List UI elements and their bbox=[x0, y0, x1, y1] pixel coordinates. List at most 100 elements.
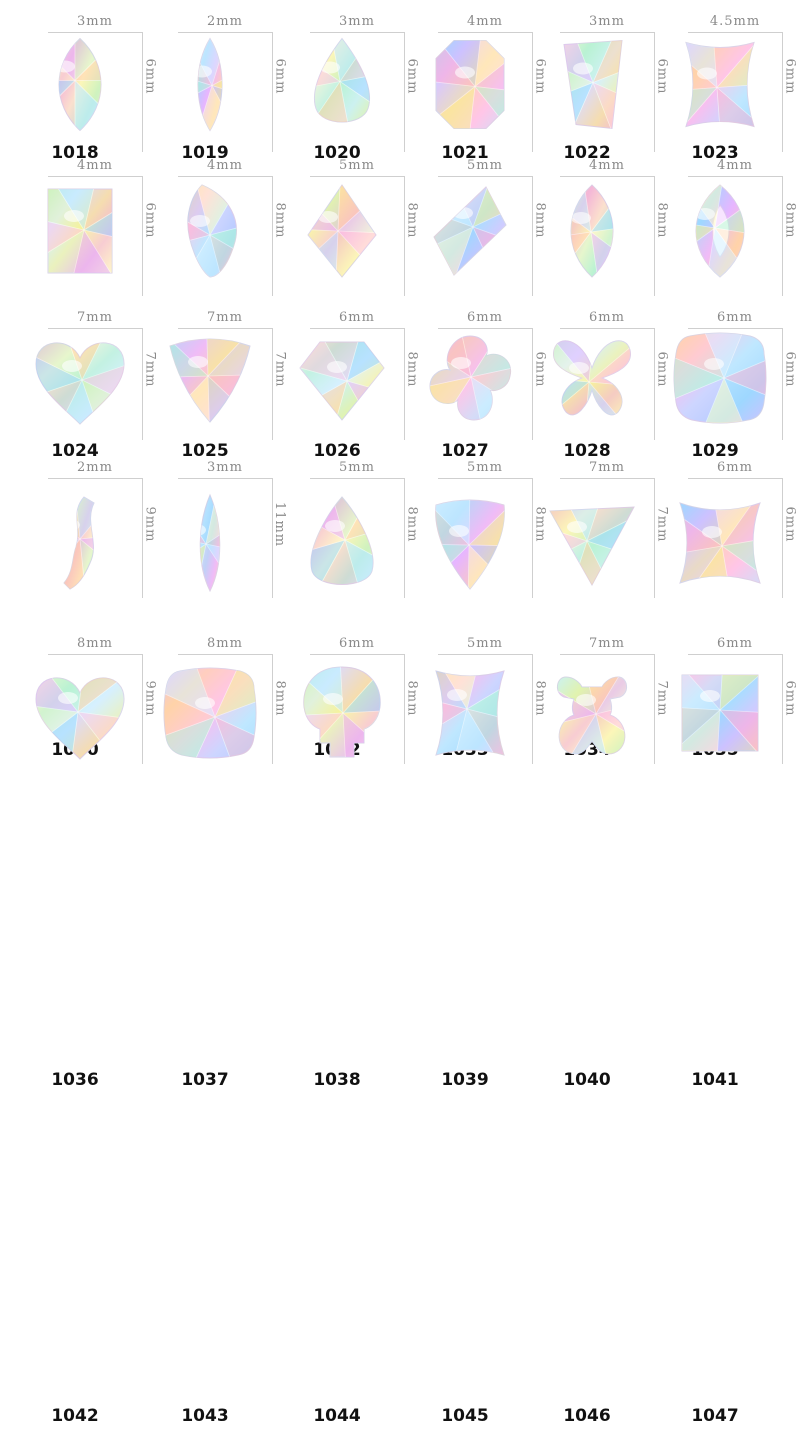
octagon-icon bbox=[435, 40, 505, 129]
height-dimension-line bbox=[654, 328, 655, 440]
product-code: 1029 bbox=[691, 441, 739, 461]
rhinestone-image bbox=[160, 654, 260, 776]
height-dimension-line bbox=[272, 176, 273, 296]
product-cell: 6mm6mm1035 bbox=[660, 310, 798, 764]
rhinestone-image bbox=[292, 32, 392, 141]
rhinestone-image bbox=[542, 32, 642, 141]
product-cell: 4mm 8mm 1025 bbox=[150, 158, 288, 465]
height-dimension-line bbox=[404, 478, 405, 598]
product-code: 1046 bbox=[563, 1406, 611, 1426]
width-label: 2mm bbox=[207, 14, 243, 29]
shield-icon bbox=[435, 499, 505, 590]
rhinestone-image bbox=[30, 654, 130, 776]
product-code: 1023 bbox=[691, 143, 739, 163]
navette-icon bbox=[197, 37, 223, 132]
product-code: 1024 bbox=[51, 441, 99, 461]
product-code: 1026 bbox=[313, 441, 361, 461]
flower-icon bbox=[429, 335, 512, 421]
flame-icon bbox=[187, 184, 237, 278]
width-dimension-line bbox=[560, 176, 654, 177]
width-dimension-line bbox=[310, 32, 404, 33]
width-label: 4mm bbox=[717, 158, 753, 173]
height-dimension-line bbox=[782, 328, 783, 440]
kite-icon bbox=[307, 184, 377, 278]
width-dimension-line bbox=[48, 478, 142, 479]
height-dimension-line bbox=[782, 478, 783, 598]
rhinestone-image bbox=[542, 654, 642, 776]
width-dimension-line bbox=[48, 328, 142, 329]
product-cell: 4mm 8mm 1029 bbox=[660, 158, 798, 465]
marquise-icon bbox=[570, 184, 614, 278]
rhinestone-image bbox=[30, 478, 130, 612]
width-label: 4mm bbox=[207, 158, 243, 173]
width-dimension-line bbox=[560, 478, 654, 479]
height-dimension-line bbox=[654, 32, 655, 152]
eye-icon bbox=[695, 184, 745, 278]
hourglass-icon bbox=[685, 41, 755, 128]
product-code: 1027 bbox=[441, 441, 489, 461]
width-dimension-line bbox=[178, 654, 272, 655]
height-dimension-line bbox=[782, 32, 783, 152]
product-cell: 5mm 8mm 1027 bbox=[410, 158, 548, 465]
height-dimension-line bbox=[532, 478, 533, 598]
width-label: 3mm bbox=[589, 14, 625, 29]
width-label: 6mm bbox=[339, 310, 375, 325]
rhinestone-image bbox=[160, 32, 260, 141]
width-dimension-line bbox=[688, 32, 782, 33]
height-dimension-line bbox=[404, 176, 405, 296]
rhinestone-image bbox=[670, 478, 770, 612]
rhinestone-image bbox=[160, 176, 260, 290]
width-dimension-line bbox=[438, 654, 532, 655]
product-code: 1028 bbox=[563, 441, 611, 461]
height-dimension-line bbox=[532, 176, 533, 296]
height-dimension-line bbox=[404, 654, 405, 764]
product-code: 1020 bbox=[313, 143, 361, 163]
rhinestone-image bbox=[292, 478, 392, 612]
rhinestone-image bbox=[420, 328, 520, 432]
height-label: 6mm bbox=[782, 58, 798, 94]
product-code: 1043 bbox=[181, 1406, 229, 1426]
product-cell: 3mm 6mm 1022 bbox=[532, 14, 670, 167]
heart-icon bbox=[35, 677, 125, 760]
width-dimension-line bbox=[438, 176, 532, 177]
trillion-icon bbox=[169, 338, 251, 423]
product-cell: 4mm 6mm 1024 bbox=[20, 158, 158, 465]
rhinestone-image bbox=[542, 478, 642, 612]
width-label: 4mm bbox=[589, 158, 625, 173]
product-code: 1025 bbox=[181, 441, 229, 461]
rhinestone-image bbox=[292, 654, 392, 776]
product-cell: 6mm 6mm 1047 bbox=[660, 636, 798, 1430]
width-dimension-line bbox=[438, 478, 532, 479]
rectangle-icon bbox=[47, 188, 113, 274]
product-cell: 3mm 6mm 1018 bbox=[20, 14, 158, 167]
width-dimension-line bbox=[560, 654, 654, 655]
height-label: 6mm bbox=[782, 506, 798, 542]
width-dimension-line bbox=[310, 654, 404, 655]
skull-icon bbox=[303, 666, 381, 758]
diamond-icon bbox=[299, 341, 385, 421]
rhinestone-image bbox=[670, 328, 770, 432]
product-cell: 4mm 6mm 1021 bbox=[410, 14, 548, 167]
rhinestone-image bbox=[670, 32, 770, 141]
height-dimension-line bbox=[404, 32, 405, 152]
width-dimension-line bbox=[178, 176, 272, 177]
width-dimension-line bbox=[688, 328, 782, 329]
width-label: 6mm bbox=[717, 636, 753, 651]
width-label: 7mm bbox=[207, 310, 243, 325]
width-label: 4mm bbox=[467, 14, 503, 29]
width-label: 6mm bbox=[467, 310, 503, 325]
product-cell: 7mm7mm1030 bbox=[20, 310, 158, 764]
width-dimension-line bbox=[438, 328, 532, 329]
product-code: 1022 bbox=[563, 143, 611, 163]
rhinestone-image bbox=[30, 32, 130, 141]
product-cell: 4mm 8mm 1028 bbox=[532, 158, 670, 465]
rhinestone-image bbox=[670, 176, 770, 290]
width-label: 6mm bbox=[339, 636, 375, 651]
width-label: 5mm bbox=[339, 460, 375, 475]
width-label: 5mm bbox=[467, 158, 503, 173]
product-cell: 7mm 7mm 1040 bbox=[532, 460, 670, 1094]
height-dimension-line bbox=[142, 328, 143, 440]
rhinestone-image bbox=[160, 478, 260, 612]
product-code: 1018 bbox=[51, 143, 99, 163]
rhinestone-image bbox=[420, 32, 520, 141]
